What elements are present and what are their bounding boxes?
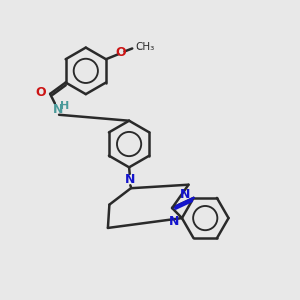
Text: N: N	[169, 214, 180, 228]
Text: N: N	[180, 188, 190, 201]
Text: O: O	[36, 86, 46, 99]
Text: N: N	[53, 103, 64, 116]
Text: H: H	[60, 101, 70, 111]
Text: methoxy: methoxy	[136, 48, 143, 49]
Text: O: O	[116, 46, 126, 59]
Text: N: N	[125, 173, 136, 186]
Text: CH₃: CH₃	[135, 42, 154, 52]
